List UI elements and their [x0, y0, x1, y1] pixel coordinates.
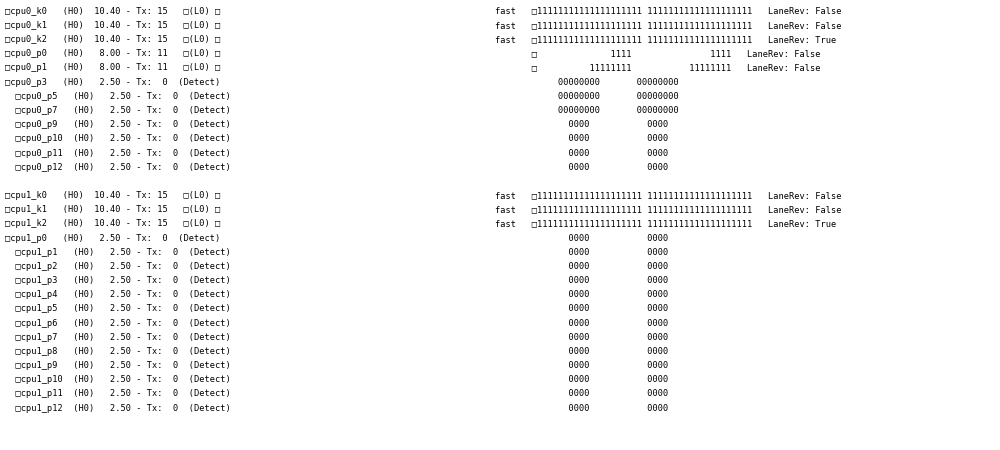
Text: 0000           0000: 0000 0000: [495, 347, 668, 356]
Text: 0000           0000: 0000 0000: [495, 333, 668, 342]
Text: 00000000       00000000: 00000000 00000000: [495, 92, 679, 101]
Text: □cpu1_p0   (H0)   2.50 - Tx:  0  (Detect): □cpu1_p0 (H0) 2.50 - Tx: 0 (Detect): [5, 234, 220, 243]
Text: □cpu1_p2   (H0)   2.50 - Tx:  0  (Detect): □cpu1_p2 (H0) 2.50 - Tx: 0 (Detect): [5, 262, 231, 271]
Text: 0000           0000: 0000 0000: [495, 276, 668, 285]
Text: 0000           0000: 0000 0000: [495, 319, 668, 328]
Text: □cpu1_k1   (H0)  10.40 - Tx: 15   □(L0) □: □cpu1_k1 (H0) 10.40 - Tx: 15 □(L0) □: [5, 205, 220, 214]
Text: 0000           0000: 0000 0000: [495, 304, 668, 313]
Text: □cpu1_p10  (H0)   2.50 - Tx:  0  (Detect): □cpu1_p10 (H0) 2.50 - Tx: 0 (Detect): [5, 375, 231, 384]
Text: □cpu0_p1   (H0)   8.00 - Tx: 11   □(L0) □: □cpu0_p1 (H0) 8.00 - Tx: 11 □(L0) □: [5, 63, 220, 72]
Text: 0000           0000: 0000 0000: [495, 234, 668, 243]
Text: □cpu1_p7   (H0)   2.50 - Tx:  0  (Detect): □cpu1_p7 (H0) 2.50 - Tx: 0 (Detect): [5, 333, 231, 342]
Text: □cpu0_k1   (H0)  10.40 - Tx: 15   □(L0) □: □cpu0_k1 (H0) 10.40 - Tx: 15 □(L0) □: [5, 21, 220, 30]
Text: fast   □11111111111111111111 11111111111111111111   LaneRev: True: fast □11111111111111111111 1111111111111…: [495, 35, 836, 44]
Text: fast   □11111111111111111111 11111111111111111111   LaneRev: False: fast □11111111111111111111 1111111111111…: [495, 7, 842, 16]
Text: □cpu1_p9   (H0)   2.50 - Tx:  0  (Detect): □cpu1_p9 (H0) 2.50 - Tx: 0 (Detect): [5, 361, 231, 370]
Text: 0000           0000: 0000 0000: [495, 404, 668, 413]
Text: □cpu1_p8   (H0)   2.50 - Tx:  0  (Detect): □cpu1_p8 (H0) 2.50 - Tx: 0 (Detect): [5, 347, 231, 356]
Text: □          11111111           11111111   LaneRev: False: □ 11111111 11111111 LaneRev: False: [495, 63, 820, 72]
Text: 0000           0000: 0000 0000: [495, 361, 668, 370]
Text: fast   □11111111111111111111 11111111111111111111   LaneRev: True: fast □11111111111111111111 1111111111111…: [495, 220, 836, 229]
Text: □cpu0_p12  (H0)   2.50 - Tx:  0  (Detect): □cpu0_p12 (H0) 2.50 - Tx: 0 (Detect): [5, 163, 231, 172]
Text: fast   □11111111111111111111 11111111111111111111   LaneRev: False: fast □11111111111111111111 1111111111111…: [495, 21, 842, 30]
Text: 0000           0000: 0000 0000: [495, 290, 668, 299]
Text: □cpu0_p11  (H0)   2.50 - Tx:  0  (Detect): □cpu0_p11 (H0) 2.50 - Tx: 0 (Detect): [5, 148, 231, 157]
Text: □cpu0_k0   (H0)  10.40 - Tx: 15   □(L0) □: □cpu0_k0 (H0) 10.40 - Tx: 15 □(L0) □: [5, 7, 220, 16]
Text: □cpu0_p3   (H0)   2.50 - Tx:  0  (Detect): □cpu0_p3 (H0) 2.50 - Tx: 0 (Detect): [5, 77, 220, 86]
Text: fast   □11111111111111111111 11111111111111111111   LaneRev: False: fast □11111111111111111111 1111111111111…: [495, 191, 842, 200]
Text: 0000           0000: 0000 0000: [495, 262, 668, 271]
Text: □cpu1_p4   (H0)   2.50 - Tx:  0  (Detect): □cpu1_p4 (H0) 2.50 - Tx: 0 (Detect): [5, 290, 231, 299]
Text: □cpu1_p5   (H0)   2.50 - Tx:  0  (Detect): □cpu1_p5 (H0) 2.50 - Tx: 0 (Detect): [5, 304, 231, 313]
Text: □              1111               1111   LaneRev: False: □ 1111 1111 LaneRev: False: [495, 50, 820, 58]
Text: □cpu0_p0   (H0)   8.00 - Tx: 11   □(L0) □: □cpu0_p0 (H0) 8.00 - Tx: 11 □(L0) □: [5, 50, 220, 58]
Text: □cpu0_k2   (H0)  10.40 - Tx: 15   □(L0) □: □cpu0_k2 (H0) 10.40 - Tx: 15 □(L0) □: [5, 35, 220, 44]
Text: □cpu1_p11  (H0)   2.50 - Tx:  0  (Detect): □cpu1_p11 (H0) 2.50 - Tx: 0 (Detect): [5, 390, 231, 399]
Text: □cpu1_p12  (H0)   2.50 - Tx:  0  (Detect): □cpu1_p12 (H0) 2.50 - Tx: 0 (Detect): [5, 404, 231, 413]
Text: 0000           0000: 0000 0000: [495, 163, 668, 172]
Text: □cpu0_p10  (H0)   2.50 - Tx:  0  (Detect): □cpu0_p10 (H0) 2.50 - Tx: 0 (Detect): [5, 134, 231, 143]
Text: □cpu1_p3   (H0)   2.50 - Tx:  0  (Detect): □cpu1_p3 (H0) 2.50 - Tx: 0 (Detect): [5, 276, 231, 285]
Text: 00000000       00000000: 00000000 00000000: [495, 77, 679, 86]
Text: □cpu1_k0   (H0)  10.40 - Tx: 15   □(L0) □: □cpu1_k0 (H0) 10.40 - Tx: 15 □(L0) □: [5, 191, 220, 200]
Text: □cpu1_p6   (H0)   2.50 - Tx:  0  (Detect): □cpu1_p6 (H0) 2.50 - Tx: 0 (Detect): [5, 319, 231, 328]
Text: □cpu1_k2   (H0)  10.40 - Tx: 15   □(L0) □: □cpu1_k2 (H0) 10.40 - Tx: 15 □(L0) □: [5, 220, 220, 229]
Text: 0000           0000: 0000 0000: [495, 134, 668, 143]
Text: 0000           0000: 0000 0000: [495, 248, 668, 256]
Text: □cpu1_p1   (H0)   2.50 - Tx:  0  (Detect): □cpu1_p1 (H0) 2.50 - Tx: 0 (Detect): [5, 248, 231, 256]
Text: 0000           0000: 0000 0000: [495, 390, 668, 399]
Text: 0000           0000: 0000 0000: [495, 148, 668, 157]
Text: □cpu0_p5   (H0)   2.50 - Tx:  0  (Detect): □cpu0_p5 (H0) 2.50 - Tx: 0 (Detect): [5, 92, 231, 101]
Text: □cpu0_p7   (H0)   2.50 - Tx:  0  (Detect): □cpu0_p7 (H0) 2.50 - Tx: 0 (Detect): [5, 106, 231, 115]
Text: 00000000       00000000: 00000000 00000000: [495, 106, 679, 115]
Text: 0000           0000: 0000 0000: [495, 120, 668, 129]
Text: □cpu0_p9   (H0)   2.50 - Tx:  0  (Detect): □cpu0_p9 (H0) 2.50 - Tx: 0 (Detect): [5, 120, 231, 129]
Text: 0000           0000: 0000 0000: [495, 375, 668, 384]
Text: fast   □11111111111111111111 11111111111111111111   LaneRev: False: fast □11111111111111111111 1111111111111…: [495, 205, 842, 214]
